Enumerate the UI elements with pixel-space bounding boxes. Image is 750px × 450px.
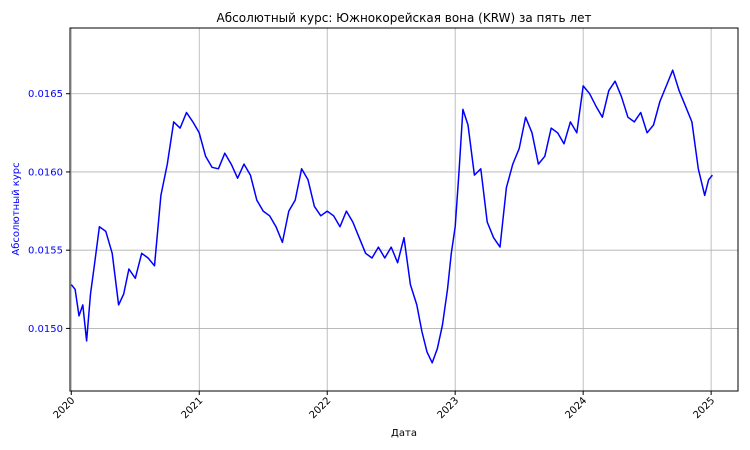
y-tick-label: 0.0150 (28, 324, 63, 335)
x-tick-label: 2024 (564, 395, 590, 421)
chart-title: Абсолютный курс: Южнокорейская вона (KRW… (217, 11, 592, 25)
y-tick-label: 0.0155 (28, 246, 63, 257)
plot-area (69, 27, 739, 392)
y-axis: 0.0150 0.0155 0.0160 0.0165 (28, 89, 70, 335)
x-axis: 2020 2021 2022 2023 2024 2025 (52, 391, 717, 421)
y-tick-label: 0.0165 (28, 89, 63, 100)
series-line (70, 69, 713, 364)
x-tick-label: 2022 (308, 395, 334, 421)
x-tick-label: 2023 (436, 395, 462, 421)
x-tick-label: 2025 (691, 395, 717, 421)
x-tick-label: 2020 (52, 395, 78, 421)
x-tick-label: 2021 (180, 395, 206, 421)
y-tick-label: 0.0160 (28, 167, 63, 178)
grid-lines (70, 28, 738, 391)
y-axis-label: Абсолютный курс (11, 162, 22, 255)
x-axis-label: Дата (391, 428, 417, 439)
